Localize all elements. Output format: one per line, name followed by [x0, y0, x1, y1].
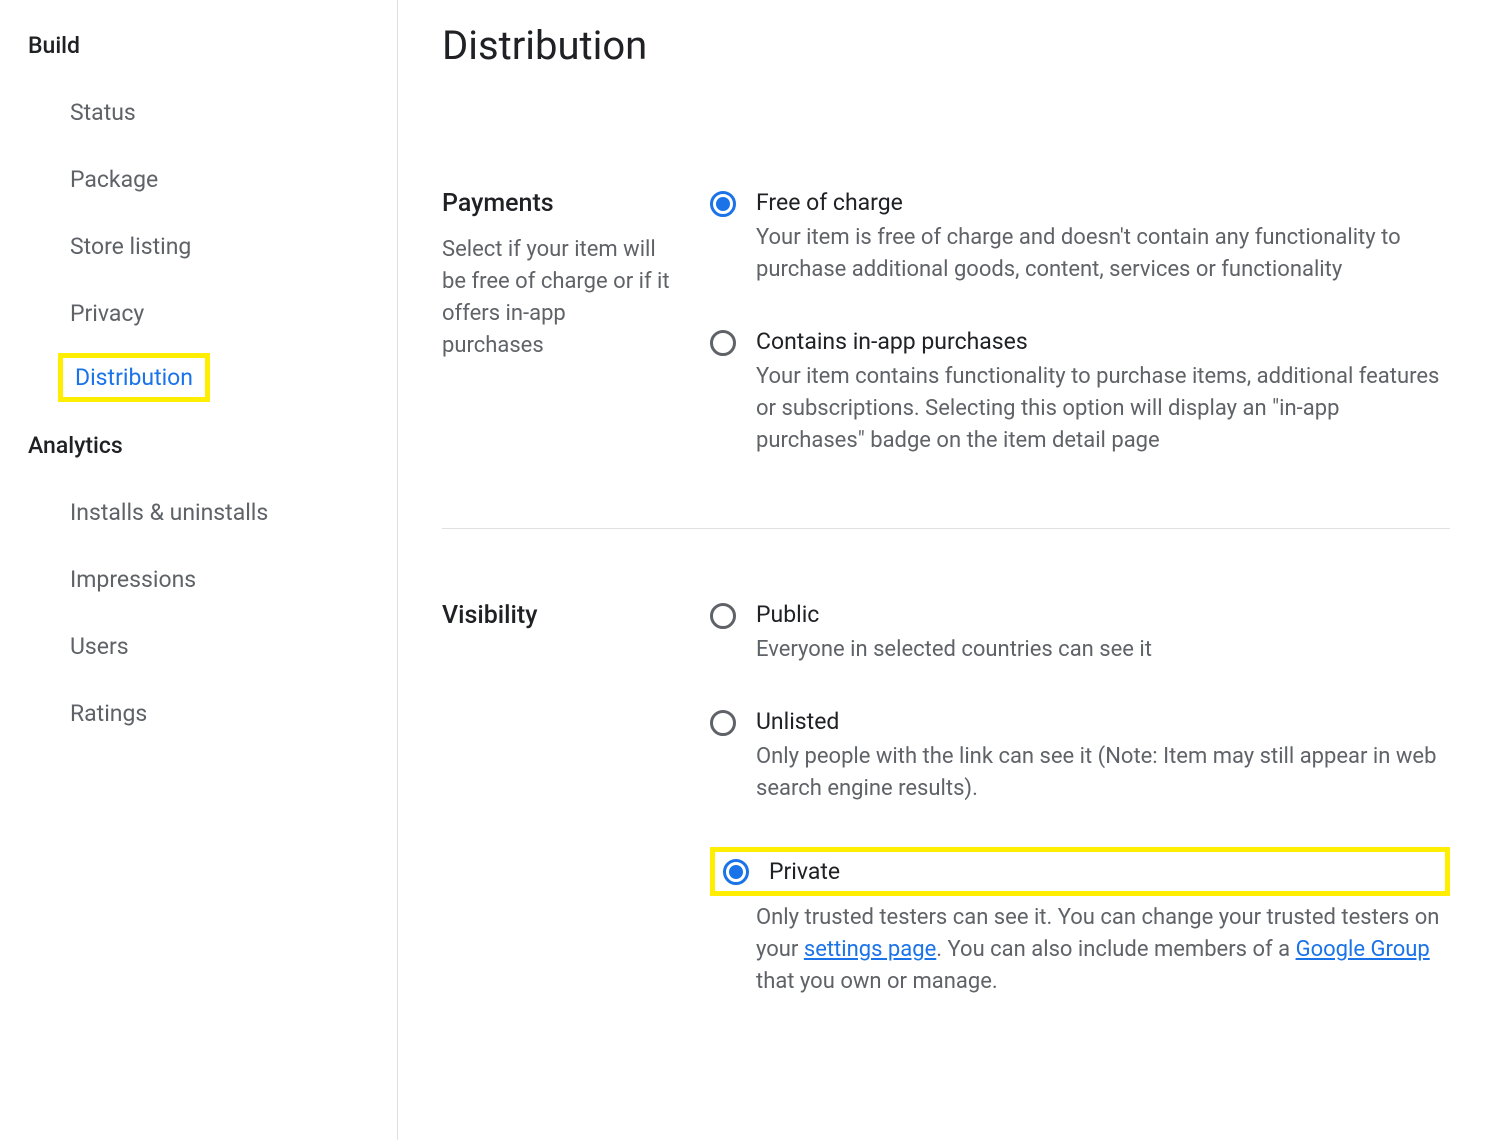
radio-free[interactable] [710, 191, 736, 217]
option-unlisted-desc: Only people with the link can see it (No… [756, 741, 1450, 805]
link-settings-page[interactable]: settings page [804, 937, 936, 962]
visibility-title: Visibility [442, 601, 670, 630]
sidebar-item-privacy[interactable]: Privacy [28, 286, 397, 341]
main-content: Distribution Payments Select if your ite… [398, 0, 1490, 1140]
payments-options: Free of charge Your item is free of char… [710, 189, 1450, 456]
option-free-desc: Your item is free of charge and doesn't … [756, 222, 1450, 286]
option-iap: Contains in-app purchases Your item cont… [710, 328, 1450, 457]
option-unlisted-body: Unlisted Only people with the link can s… [756, 708, 1450, 805]
link-google-group[interactable]: Google Group [1296, 937, 1430, 962]
option-free-label: Free of charge [756, 189, 1450, 216]
sidebar-item-package[interactable]: Package [28, 152, 397, 207]
option-iap-label: Contains in-app purchases [756, 328, 1450, 355]
section-visibility-header: Visibility [442, 601, 670, 997]
section-visibility: Visibility Public Everyone in selected c… [442, 528, 1450, 1069]
option-private-desc-post: that you own or manage. [756, 969, 998, 994]
sidebar-section-build: Build [28, 32, 397, 59]
section-payments: Payments Select if your item will be fre… [442, 189, 1450, 528]
radio-private[interactable] [723, 859, 749, 885]
option-public-body: Public Everyone in selected countries ca… [756, 601, 1450, 666]
sidebar-item-ratings[interactable]: Ratings [28, 686, 397, 741]
page-title: Distribution [442, 22, 1450, 69]
radio-public[interactable] [710, 603, 736, 629]
option-private: Private Only trusted testers can see it.… [710, 847, 1450, 998]
visibility-options: Public Everyone in selected countries ca… [710, 601, 1450, 997]
sidebar-item-store-listing[interactable]: Store listing [28, 219, 397, 274]
section-payments-header: Payments Select if your item will be fre… [442, 189, 670, 456]
option-public-desc: Everyone in selected countries can see i… [756, 634, 1450, 666]
sidebar-section-analytics: Analytics [28, 432, 397, 459]
sidebar-item-installs[interactable]: Installs & uninstalls [28, 485, 397, 540]
sidebar-item-users[interactable]: Users [28, 619, 397, 674]
option-unlisted: Unlisted Only people with the link can s… [710, 708, 1450, 805]
option-free-body: Free of charge Your item is free of char… [756, 189, 1450, 286]
sidebar-item-distribution[interactable]: Distribution [58, 353, 210, 402]
payments-subtitle: Select if your item will be free of char… [442, 234, 670, 362]
option-private-desc-mid: . You can also include members of a [936, 937, 1295, 962]
radio-iap[interactable] [710, 330, 736, 356]
option-private-label: Private [769, 858, 840, 885]
payments-title: Payments [442, 189, 670, 218]
sidebar-item-impressions[interactable]: Impressions [28, 552, 397, 607]
sidebar: Build Status Package Store listing Priva… [0, 0, 398, 1140]
option-unlisted-label: Unlisted [756, 708, 1450, 735]
option-public: Public Everyone in selected countries ca… [710, 601, 1450, 666]
sidebar-item-status[interactable]: Status [28, 85, 397, 140]
option-iap-body: Contains in-app purchases Your item cont… [756, 328, 1450, 457]
radio-unlisted[interactable] [710, 710, 736, 736]
option-private-desc: Only trusted testers can see it. You can… [756, 902, 1450, 998]
option-private-highlight: Private [710, 847, 1450, 896]
option-free: Free of charge Your item is free of char… [710, 189, 1450, 286]
option-public-label: Public [756, 601, 1450, 628]
option-iap-desc: Your item contains functionality to purc… [756, 361, 1450, 457]
